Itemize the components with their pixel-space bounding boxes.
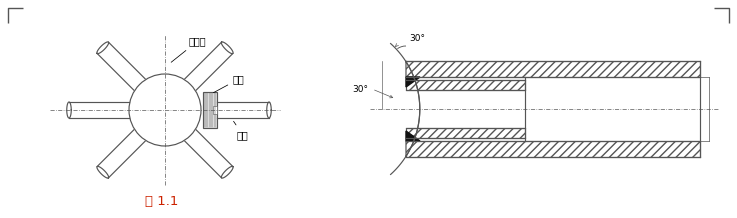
Polygon shape [406,77,420,87]
Text: 套管: 套管 [234,121,249,140]
Bar [406,141,700,157]
Text: 空心球: 空心球 [171,36,206,62]
Bar [406,128,525,138]
Bar [213,106,217,114]
Bar [203,92,217,128]
Bar [406,61,700,77]
Text: 30°: 30° [352,85,368,94]
Polygon shape [405,61,413,77]
Polygon shape [405,141,413,157]
Bar [406,80,525,90]
Text: 30°: 30° [409,34,425,43]
Text: 图 1.1: 图 1.1 [145,195,178,208]
Polygon shape [406,131,420,141]
Text: 钉管: 钉管 [214,74,245,93]
